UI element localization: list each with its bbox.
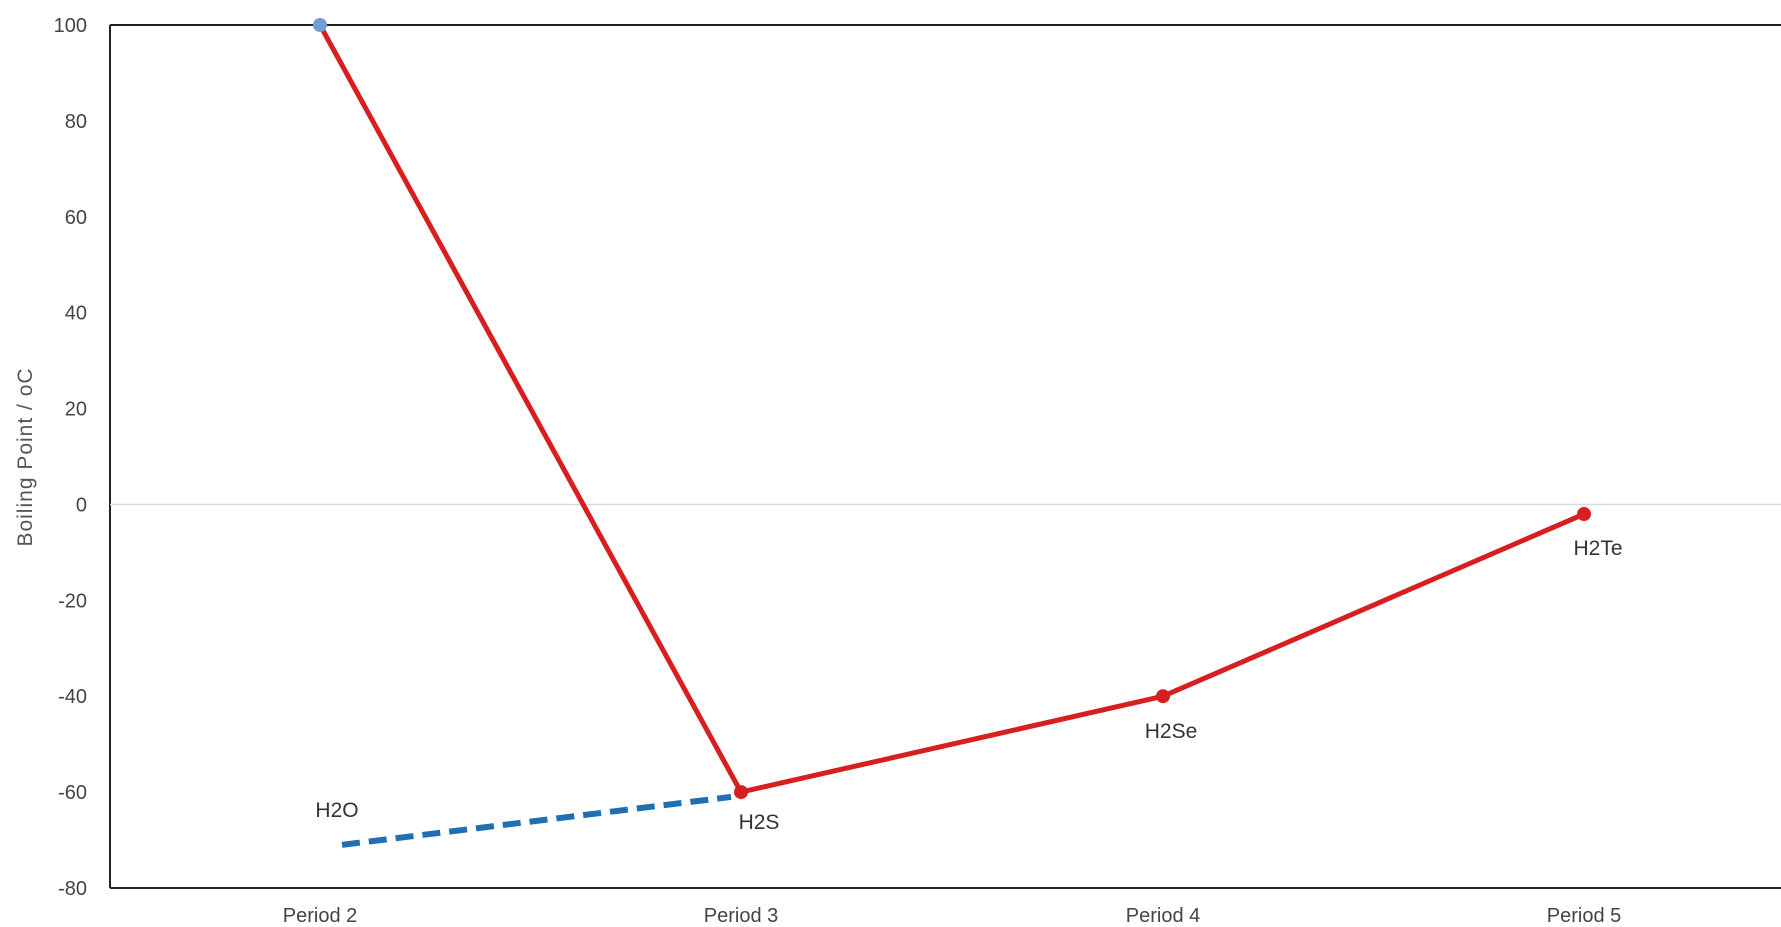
y-tick-label: 40 xyxy=(65,303,87,325)
x-tick-label: Period 2 xyxy=(283,905,358,927)
data-point-marker xyxy=(1156,689,1170,704)
data-label: H2Se xyxy=(1145,720,1198,743)
y-tick-label: 20 xyxy=(65,399,87,421)
data-label: H2S xyxy=(739,811,780,834)
x-tick-label: Period 4 xyxy=(1126,905,1201,927)
series-layer xyxy=(313,18,1591,848)
data-point-marker xyxy=(734,785,748,800)
y-tick-label: 60 xyxy=(65,207,87,229)
x-tick-label: Period 5 xyxy=(1547,905,1622,927)
series-line-solid xyxy=(317,23,1585,795)
data-label: H2O xyxy=(315,799,358,822)
plot-area: 100 80 60 40 20 0 -20 -40 -60 -80 Period 2 Period 3… xyxy=(54,15,1781,927)
data-point-marker xyxy=(1577,507,1591,522)
y-tick-label: 80 xyxy=(65,111,87,133)
labels-layer: H2S H2Se H2Te H2O xyxy=(315,537,1622,834)
data-point-marker xyxy=(313,18,327,32)
data-label: H2Te xyxy=(1573,537,1622,560)
x-tick-label: Period 3 xyxy=(704,905,779,927)
y-tick-label: 100 xyxy=(54,15,87,37)
series-line-dashed xyxy=(341,793,732,848)
y-tick-label: -40 xyxy=(58,686,87,708)
y-tick-label: 0 xyxy=(76,494,87,516)
y-tick-label: -60 xyxy=(58,782,87,804)
y-tick-label: -80 xyxy=(58,878,87,900)
y-tick-label: -20 xyxy=(58,590,87,612)
y-axis-title: Boiling Point / oC xyxy=(14,367,37,546)
